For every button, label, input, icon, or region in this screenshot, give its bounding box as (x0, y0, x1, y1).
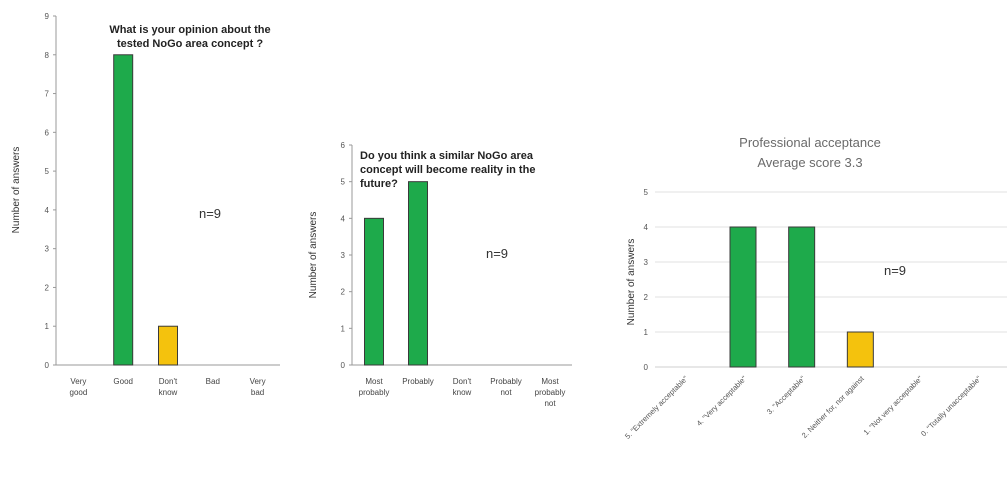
bar-2 (408, 181, 428, 366)
y-tick-label: 0 (644, 363, 649, 372)
chart-3: 0 1 2 3 4 5 5. "Extremely acceptable" 4. "Very … (623, 135, 1007, 441)
category-label: Probably not (490, 377, 522, 397)
category-label-line: not (500, 388, 512, 397)
y-tick-label: 3 (644, 258, 649, 267)
category-label: 3. "Acceptable" (765, 374, 808, 417)
chart-title-line: Do you think a similar NoGo area (360, 150, 534, 162)
y-tick-label: 5 (644, 188, 649, 197)
y-axis-label: Number of answers (626, 239, 637, 326)
category-label: 1. "Not very acceptable" (862, 374, 925, 437)
y-tick-label: 2 (45, 283, 50, 292)
chart-title-line: concept will become reality in the (360, 164, 535, 176)
category-label: Don't know (453, 377, 472, 397)
category-label-line: probably (359, 388, 390, 397)
sample-size-annotation: n=9 (199, 206, 221, 221)
y-tick-label: 1 (644, 328, 649, 337)
y-tick-label: 3 (45, 245, 50, 254)
category-label: Very good (70, 377, 88, 397)
category-label: Most probably not (535, 377, 566, 408)
y-tick-label: 0 (45, 361, 50, 370)
y-tick-label: 5 (341, 178, 346, 187)
y-tick-label: 1 (341, 324, 346, 333)
chart-title-line: tested NoGo area concept ? (117, 38, 263, 50)
category-label: 4. "Very acceptable" (695, 374, 749, 428)
category-label-line: probably (535, 388, 566, 397)
sample-size-annotation: n=9 (884, 263, 906, 278)
bar-2 (729, 226, 757, 368)
category-label-line: Most (541, 377, 559, 386)
chart-1: 0 1 2 3 4 5 6 7 8 9 Very good Good Don't know Bad Very ba… (11, 12, 280, 397)
category-label-line: Very (250, 377, 266, 386)
category-label: Don't know (159, 377, 178, 397)
y-tick-label: 2 (644, 293, 649, 302)
category-label: Most probably (359, 377, 390, 397)
chart-title-line: future? (360, 178, 398, 190)
bar-1 (364, 217, 384, 366)
category-label-line: not (544, 399, 556, 408)
category-label: Good (113, 377, 133, 386)
category-label-line: know (159, 388, 178, 397)
y-axis-label: Number of answers (308, 212, 319, 299)
category-label: 0. "Totally unacceptable" (919, 374, 983, 438)
category-label-line: Most (365, 377, 383, 386)
category-label-line: Very (70, 377, 86, 386)
y-tick-label: 8 (45, 51, 50, 60)
bar-4 (846, 331, 874, 368)
y-tick-label: 1 (45, 322, 50, 331)
category-label-line: know (453, 388, 472, 397)
category-label-line: Don't (159, 377, 178, 386)
category-label: 5. "Extremely acceptable" (623, 374, 690, 441)
category-label-line: Bad (206, 377, 220, 386)
category-label: Probably (402, 377, 434, 386)
y-tick-label: 5 (45, 167, 50, 176)
chart-title-line: What is your opinion about the (109, 24, 270, 36)
category-label-line: Probably (402, 377, 434, 386)
bar-3 (788, 226, 816, 368)
y-tick-label: 9 (45, 12, 50, 21)
y-axis-label: Number of answers (11, 147, 22, 234)
y-tick-label: 3 (341, 251, 346, 260)
y-tick-label: 2 (341, 288, 346, 297)
y-tick-label: 4 (45, 206, 50, 215)
y-tick-label: 6 (45, 128, 50, 137)
category-label: Very bad (250, 377, 266, 397)
category-label: 2. Neither for, nor against (800, 373, 867, 440)
y-tick-label: 6 (341, 141, 346, 150)
chart-2: 0 1 2 3 4 5 6 Most probably Probably Don't know Prob… (308, 141, 572, 408)
sample-size-annotation: n=9 (486, 246, 508, 261)
category-label-line: Probably (490, 377, 522, 386)
chart-title-line: Professional acceptance (739, 135, 881, 150)
chart-title-line: Average score 3.3 (757, 155, 862, 170)
y-tick-label: 7 (45, 90, 50, 99)
category-label-line: Good (113, 377, 133, 386)
category-label-line: Don't (453, 377, 472, 386)
category-label-line: good (70, 388, 88, 397)
y-tick-label: 0 (341, 361, 346, 370)
y-tick-label: 4 (341, 214, 346, 223)
y-tick-label: 4 (644, 223, 649, 232)
bar-2 (113, 54, 134, 366)
category-label-line: bad (251, 388, 264, 397)
category-label: Bad (206, 377, 220, 386)
bar-3 (158, 325, 178, 366)
